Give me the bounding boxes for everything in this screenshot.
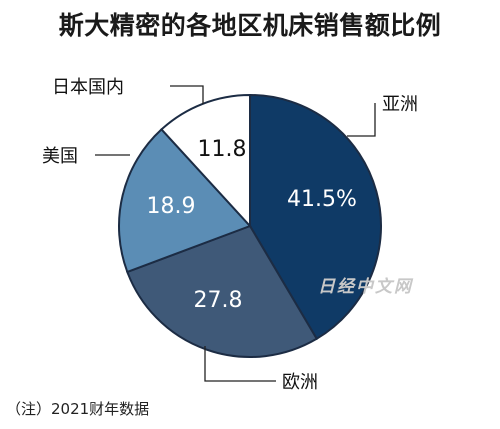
chart-title: 斯大精密的各地区机床销售额比例 [58, 11, 442, 40]
pie-slice-3 [118, 127, 252, 274]
watermark-text: 日经中文网 [318, 277, 414, 297]
slice-value-label: 27.8 [194, 288, 243, 313]
pie-slice-1 [249, 93, 382, 341]
footnote: （注）2021财年数据 [6, 400, 150, 418]
slice-value-label: 41.5% [287, 187, 357, 212]
slice-category-label: 亚洲 [382, 94, 418, 115]
slice-category-label: 日本国内 [52, 77, 124, 98]
slice-value-label: 11.8 [198, 137, 247, 162]
leader-line [204, 346, 276, 382]
leader-line [170, 85, 204, 104]
pie-slice-2 [126, 224, 319, 358]
slice-category-label: 欧洲 [282, 372, 318, 393]
leader-line [347, 103, 376, 137]
slice-category-label: 美国 [42, 146, 78, 167]
slice-value-label: 18.9 [147, 194, 196, 219]
